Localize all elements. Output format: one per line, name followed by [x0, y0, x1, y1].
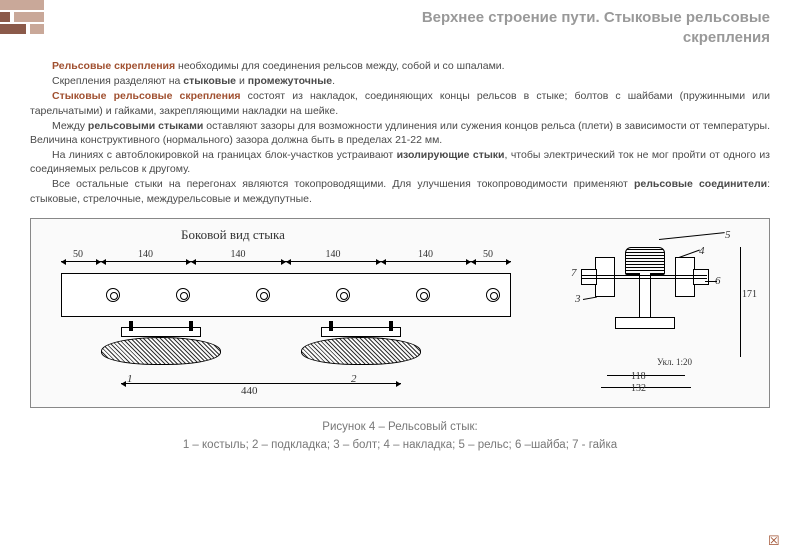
- title-line-2: скрепления: [683, 29, 770, 46]
- bolt-hole: [176, 288, 190, 302]
- bolt-hole: [106, 288, 120, 302]
- dim-label-top: 50: [73, 249, 83, 260]
- title-line-1: Верхнее строение пути. Стыковые рельсовы…: [422, 9, 770, 26]
- callout-4: 4: [699, 245, 705, 257]
- dim-line-top: [191, 261, 286, 262]
- callout-3: 3: [575, 293, 581, 305]
- dim-line-top: [286, 261, 381, 262]
- corner-decoration: [0, 0, 60, 40]
- cross-section: 171 118 132 Укл. 1:20 3 4 5 6 7: [529, 227, 759, 397]
- figure-4-diagram: Боковой вид стыка 50 140 140 140 140 50 440 1…: [30, 218, 770, 408]
- dim-line-top: [471, 261, 511, 262]
- paragraph-3: Стыковые рельсовые скрепления состоят из…: [30, 89, 770, 117]
- dim-line-top: [101, 261, 191, 262]
- paragraph-4: Между рельсовыми стыками оставляют зазор…: [30, 119, 770, 147]
- callout-2: 2: [351, 373, 357, 385]
- paragraph-1: Рельсовые скрепления необходимы для соед…: [30, 59, 770, 73]
- body-text: Рельсовые скрепления необходимы для соед…: [0, 59, 800, 206]
- paragraph-5: На линиях с автоблокировкой на границах …: [30, 148, 770, 176]
- dim-line-118: [607, 375, 685, 376]
- bolt-hole: [416, 288, 430, 302]
- bolt-row: [61, 285, 511, 305]
- dim-440: [121, 383, 401, 384]
- dim-118: 118: [631, 371, 646, 382]
- close-icon[interactable]: ☒: [768, 533, 782, 547]
- paragraph-2: Скрепления разделяют на стыковые и проме…: [30, 74, 770, 88]
- dim-label-top: 140: [231, 249, 246, 260]
- bolt-hole: [336, 288, 350, 302]
- bolt-hole: [486, 288, 500, 302]
- side-view-title: Боковой вид стыка: [181, 227, 285, 243]
- sleeper-left: [101, 327, 221, 371]
- dim-label-top: 50: [483, 249, 493, 260]
- dim-label-top: 140: [418, 249, 433, 260]
- page-title: Верхнее строение пути. Стыковые рельсовы…: [0, 0, 800, 59]
- side-view: Боковой вид стыка 50 140 140 140 140 50 440 1…: [41, 227, 531, 397]
- rail-cross: [617, 247, 673, 357]
- callout-1: 1: [127, 373, 133, 385]
- caption-line-1: Рисунок 4 – Рельсовый стык:: [322, 421, 477, 433]
- caption-line-2: 1 – костыль; 2 – подкладка; 3 – болт; 4 …: [183, 439, 617, 451]
- dim-line-top: [61, 261, 101, 262]
- dim-label-top: 140: [326, 249, 341, 260]
- dim-171: 171: [742, 289, 757, 300]
- dim-line-171: [740, 247, 741, 357]
- dim-line-top: [381, 261, 471, 262]
- slope-label: Укл. 1:20: [657, 357, 692, 367]
- bolt-horizontal: [581, 275, 707, 279]
- dim-132: 132: [631, 383, 646, 394]
- dim-440-label: 440: [241, 385, 258, 397]
- dim-line-132: [601, 387, 691, 388]
- figure-caption: Рисунок 4 – Рельсовый стык: 1 – костыль;…: [30, 418, 770, 455]
- dim-label-top: 140: [138, 249, 153, 260]
- sleeper-right: [301, 327, 421, 371]
- callout-7: 7: [571, 267, 577, 279]
- paragraph-6: Все остальные стыки на перегонах являютс…: [30, 177, 770, 205]
- callout-5: 5: [725, 229, 731, 241]
- bolt-hole: [256, 288, 270, 302]
